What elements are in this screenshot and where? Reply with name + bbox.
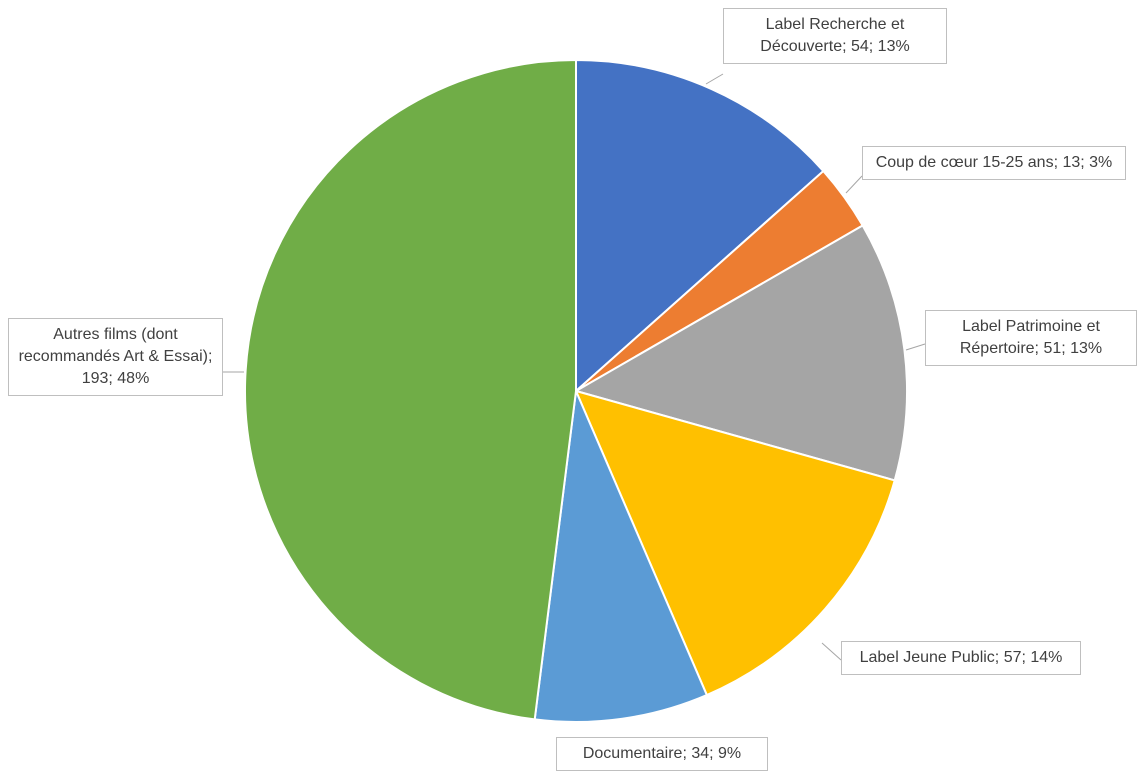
data-label: Label Jeune Public; 57; 14%	[841, 641, 1081, 675]
leader-line	[905, 343, 926, 351]
pie-slice	[573, 224, 908, 482]
leader-lines	[222, 73, 926, 661]
data-label: Documentaire; 34; 9%	[556, 737, 768, 771]
data-label: Label Recherche et Découverte; 54; 13%	[723, 8, 947, 64]
data-label: Label Patrimoine et Répertoire; 51; 13%	[925, 310, 1137, 366]
pie-slice	[533, 387, 709, 723]
slices	[244, 58, 908, 723]
data-label: Coup de cœur 15-25 ans; 13; 3%	[862, 146, 1126, 180]
pie-slice	[574, 389, 896, 697]
leader-line	[821, 642, 842, 661]
pie-slice	[575, 58, 825, 394]
leader-line	[845, 175, 863, 194]
pie-slice	[244, 58, 577, 721]
leader-line	[705, 73, 724, 85]
data-label: Autres films (dont recommandés Art & Ess…	[8, 318, 223, 396]
